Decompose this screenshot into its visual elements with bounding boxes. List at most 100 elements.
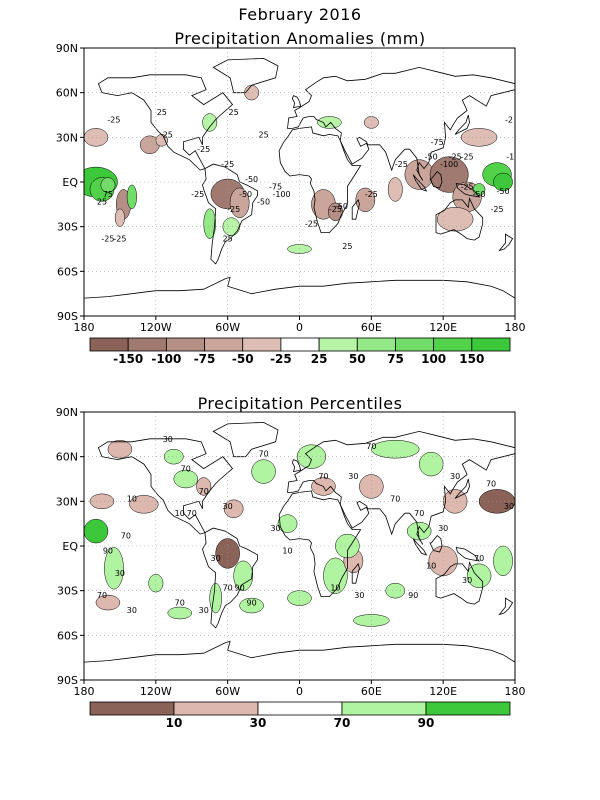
anomaly-panel-title: Precipitation Anomalies (mm)	[174, 29, 426, 48]
colorbar-label: -50	[232, 352, 254, 366]
percentile-colorbar: 10 30 70 90	[89, 701, 511, 730]
contour-label: 70	[175, 599, 185, 608]
contour-label: 90	[408, 591, 418, 600]
contour-label: 10	[282, 546, 292, 555]
shaded-region	[202, 113, 218, 132]
colorbar-label: 30	[250, 716, 267, 730]
contour-label: 25	[258, 130, 268, 139]
contour-label: 70	[318, 472, 328, 481]
contour-label: -50	[335, 202, 348, 211]
coastline	[498, 597, 514, 616]
shaded-region	[223, 499, 244, 518]
shaded-region	[493, 545, 513, 577]
contour-label: -100	[440, 160, 458, 169]
coastline	[412, 538, 428, 556]
colorbar-label: 70	[334, 716, 351, 730]
contour-label: 30	[354, 591, 364, 600]
contour-label: -100	[272, 190, 290, 199]
lon-tick-label: 0	[296, 685, 303, 698]
coastline	[351, 563, 360, 584]
shaded-region	[251, 459, 276, 484]
contour-label: -25	[107, 115, 120, 124]
shaded-region	[167, 606, 192, 620]
lat-tick-label: 90S	[57, 674, 78, 687]
lat-tick-label: EQ	[62, 540, 78, 553]
contour-label: 70	[97, 591, 107, 600]
colorbar-label: 100	[421, 352, 446, 366]
anomaly-colorbar: -150 -100 -75 -50 -25 25 50 75 100 150	[89, 337, 511, 366]
shaded-region	[323, 557, 348, 594]
colorbar-swatch	[204, 337, 244, 352]
shaded-region	[355, 187, 376, 213]
lat-tick-label: 30S	[57, 221, 78, 234]
contour-label: 75	[103, 190, 113, 199]
lat-tick-label: 90N	[56, 42, 78, 55]
contour-label: 30	[438, 524, 448, 533]
shaded-region	[203, 208, 216, 239]
contour-label: 30	[223, 502, 233, 511]
colorbar-label: -150	[113, 352, 143, 366]
colorbar-label: 10	[166, 716, 183, 730]
colorbar-label: 150	[459, 352, 484, 366]
colorbar-swatch	[433, 337, 473, 352]
contour-label: 30	[127, 606, 137, 615]
shaded-region	[104, 547, 124, 590]
coastline	[435, 560, 484, 605]
lon-tick-label: 120W	[140, 685, 172, 698]
lon-tick-label: 60E	[361, 321, 382, 334]
shaded-region	[387, 177, 403, 202]
anomaly-map: -2525-2525-25-50-2525-50-25-50-2525-25-2…	[56, 42, 526, 334]
contour-label: -1	[506, 153, 514, 162]
contour-label: -25	[221, 160, 234, 169]
coastline	[212, 421, 279, 458]
contour-label: 30	[211, 554, 221, 563]
colorbar-label: 25	[311, 352, 328, 366]
colorbar-label: -100	[151, 352, 181, 366]
contour-label: 30	[348, 472, 358, 481]
contour-label: -25	[329, 205, 342, 214]
shaded-region	[209, 582, 222, 614]
contour-label: 90	[247, 599, 257, 608]
shaded-region	[317, 116, 342, 129]
colorbar-swatch	[280, 337, 320, 352]
colorbar-label: 90	[418, 716, 435, 730]
shaded-region	[196, 477, 212, 496]
coastline	[454, 478, 470, 499]
contour-label: -25	[101, 235, 114, 244]
contour-label: 70	[366, 442, 376, 451]
lat-tick-label: 30S	[57, 585, 78, 598]
contour-label: 25	[97, 197, 107, 206]
shaded-region	[287, 590, 312, 606]
lon-tick-label: 60E	[361, 685, 382, 698]
contour-label: -25	[395, 160, 408, 169]
colorbar-swatch	[127, 337, 167, 352]
shaded-region	[429, 156, 469, 193]
lat-tick-label: 30N	[56, 495, 78, 508]
shaded-region	[359, 474, 384, 499]
colorbar-swatch	[425, 701, 511, 716]
contour-label: -25	[491, 205, 504, 214]
contour-label: 90	[103, 546, 113, 555]
contour-label: -50	[245, 175, 258, 184]
lat-tick-label: 90S	[57, 310, 78, 323]
colorbar-swatch	[173, 701, 259, 716]
colorbar-swatch	[257, 701, 343, 716]
colorbar-swatch	[318, 337, 358, 352]
shaded-region	[239, 597, 264, 614]
shaded-region	[296, 444, 327, 469]
coastline	[351, 199, 360, 220]
shaded-region	[222, 217, 240, 236]
lon-tick-label: 180	[74, 321, 95, 334]
coastline	[97, 74, 234, 171]
colorbar-swatch	[471, 337, 511, 352]
contour-label: 10	[330, 584, 340, 593]
shaded-region	[418, 451, 444, 477]
contour-label: 90	[235, 584, 245, 593]
coastline	[498, 233, 514, 252]
lat-tick-label: 60S	[57, 265, 78, 278]
shaded-region	[277, 514, 298, 533]
shaded-region	[363, 116, 379, 129]
colorbar-swatch	[341, 701, 427, 716]
coastline	[291, 459, 302, 473]
coastline	[429, 535, 443, 553]
